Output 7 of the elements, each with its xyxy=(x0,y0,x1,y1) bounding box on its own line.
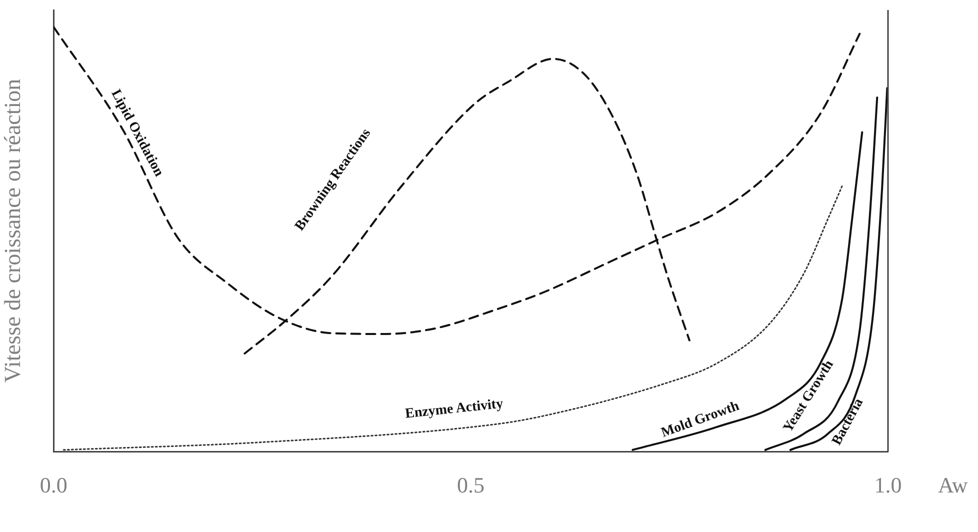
x-tick-label: 0.0 xyxy=(40,472,68,498)
text: Enzyme Activity xyxy=(404,396,504,422)
x-tick-label: 0.5 xyxy=(457,472,485,498)
text: Mold Growth xyxy=(659,398,742,441)
x-axis-title: Aw xyxy=(938,472,968,498)
x-tick-label: 1.0 xyxy=(874,472,902,498)
y-axis-title: Vitesse de croissance ou réaction xyxy=(0,78,25,383)
